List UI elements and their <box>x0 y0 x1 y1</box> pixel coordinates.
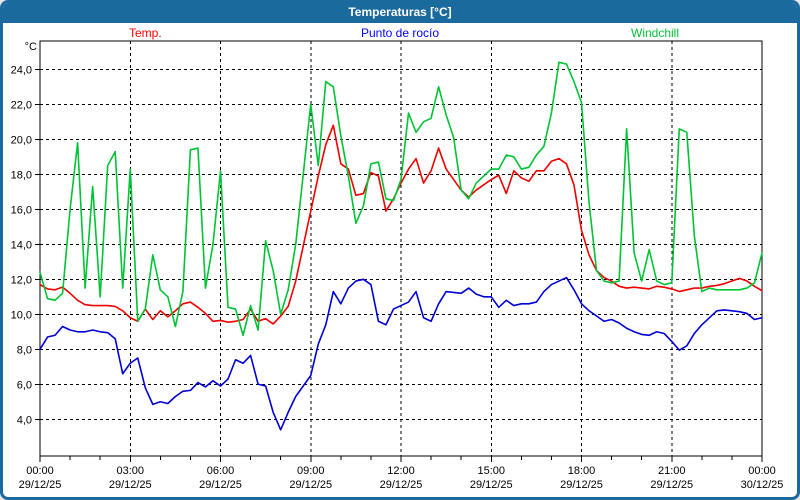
legend-item-temp: Temp. <box>129 26 162 40</box>
plot-frame <box>39 40 763 457</box>
y-tick-label: 14,0 <box>11 239 32 251</box>
y-tick-label: 6,0 <box>17 379 32 391</box>
y-axis-unit-label: °C <box>25 41 37 53</box>
x-tick-time-label: 12:00 <box>387 465 415 477</box>
series-line-punto-de-roc-o <box>39 276 763 431</box>
y-tick-label: 20,0 <box>11 134 32 146</box>
x-tick-date-label: 30/12/25 <box>741 479 784 491</box>
y-tick-label: 16,0 <box>11 204 32 216</box>
y-tick-label: 8,0 <box>17 344 32 356</box>
x-tick-date-label: 29/12/25 <box>289 479 332 491</box>
x-tick-date-label: 29/12/25 <box>650 479 693 491</box>
series-line-windchill <box>39 61 763 337</box>
x-tick-date-label: 29/12/25 <box>19 479 62 491</box>
x-tick-time-label: 15:00 <box>477 465 505 477</box>
y-tick-label: 22,0 <box>11 99 32 111</box>
x-tick-time-label: 06:00 <box>207 465 235 477</box>
legend-item-dew-point: Punto de rocío <box>360 26 440 40</box>
window-title: Temperaturas [°C] <box>348 5 452 19</box>
x-tick-date-label: 29/12/25 <box>380 479 423 491</box>
x-tick-time-label: 00:00 <box>26 465 54 477</box>
series-line-temp- <box>39 124 763 325</box>
y-tick-label: 18,0 <box>11 169 32 181</box>
x-tick-date-label: 29/12/25 <box>199 479 242 491</box>
y-tick-label: 4,0 <box>17 414 32 426</box>
x-tick-date-label: 29/12/25 <box>560 479 603 491</box>
temperature-chart: 24,0 22,0 20,0 18,0 16,0 14,0 12,0 10,0 8,0 6,0 4,… <box>11 40 784 491</box>
y-tick-label: 10,0 <box>11 309 32 321</box>
x-tick-time-label: 03:00 <box>116 465 144 477</box>
x-tick-time-label: 09:00 <box>297 465 325 477</box>
x-tick-time-label: 18:00 <box>568 465 596 477</box>
y-tick-label: 24,0 <box>11 64 32 76</box>
x-tick-time-label: 00:00 <box>748 465 776 477</box>
legend: Temp. Punto de rocío Windchill <box>3 24 797 42</box>
legend-item-windchill: Windchill <box>631 26 680 40</box>
x-tick-date-label: 29/12/25 <box>470 479 513 491</box>
x-tick-time-label: 21:00 <box>658 465 686 477</box>
title-bar: Temperaturas [°C] <box>3 3 797 23</box>
y-tick-label: 12,0 <box>11 274 32 286</box>
x-tick-date-label: 29/12/25 <box>109 479 152 491</box>
